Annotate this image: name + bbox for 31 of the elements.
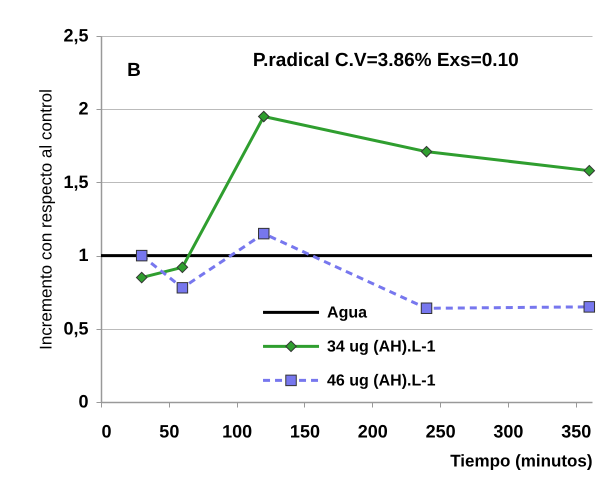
legend-label: 46 ug (AH).L-1	[327, 372, 436, 390]
y-tick-label: 2,5	[63, 26, 88, 46]
x-tick-label: 250	[426, 422, 456, 442]
x-tick-label: 100	[222, 422, 252, 442]
x-axis-title: Tiempo (minutos)	[450, 452, 592, 470]
y-tick-label: 2	[78, 98, 88, 119]
point	[420, 302, 432, 314]
annotation: B	[127, 60, 141, 81]
point	[176, 262, 188, 274]
y-tick-label: 0	[78, 392, 88, 412]
point	[176, 282, 188, 294]
point	[584, 164, 596, 176]
x-tick-label: 200	[358, 422, 388, 442]
x-tick-label: 50	[159, 422, 180, 442]
point	[136, 272, 148, 284]
x-tick-label: 350	[561, 422, 592, 442]
y-tick-label: 1	[78, 245, 88, 266]
legend-label: 34 ug (AH).L-1	[327, 338, 436, 356]
point	[136, 250, 148, 262]
text: P.radical C.V=3.86% Exs=0.10	[252, 50, 519, 71]
x-tick-label: 150	[290, 422, 320, 442]
point	[420, 146, 432, 158]
y-tick-label: 0,5	[63, 318, 88, 338]
point	[258, 228, 270, 240]
point	[584, 301, 596, 313]
legend-label: Agua	[327, 304, 368, 322]
x-tick-label: 0	[102, 422, 112, 442]
x-tick-label: 300	[493, 422, 524, 442]
point	[258, 110, 270, 122]
y-axis-title: Incremento con respecto al control	[36, 89, 56, 350]
y-tick-label: 1,5	[63, 172, 88, 192]
